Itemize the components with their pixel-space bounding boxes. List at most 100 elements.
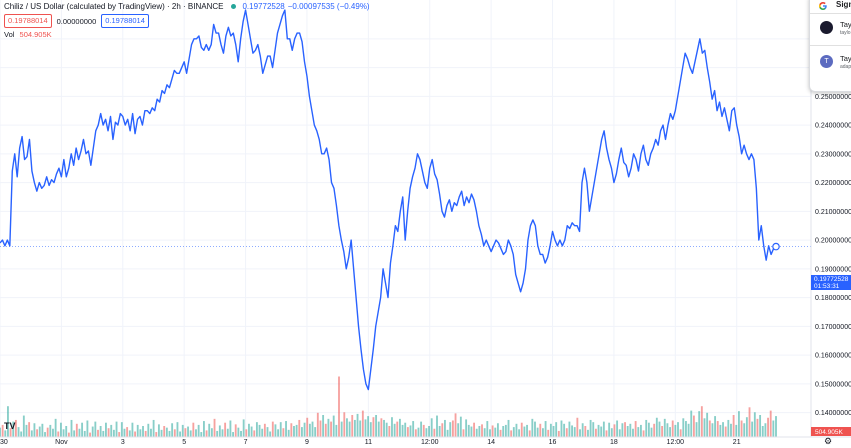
volume-bar bbox=[536, 427, 539, 437]
volume-bar bbox=[115, 421, 118, 437]
volume-bar bbox=[759, 415, 762, 437]
volume-bar bbox=[584, 426, 587, 437]
volume-bar bbox=[189, 430, 192, 437]
volume-bar bbox=[449, 422, 452, 437]
volume-bar bbox=[314, 427, 317, 437]
account-item[interactable]: T Tayl adap bbox=[810, 49, 851, 79]
volume-bar bbox=[679, 429, 682, 437]
volume-bar bbox=[91, 426, 94, 437]
volume-bar bbox=[351, 415, 354, 437]
volume-bar bbox=[740, 420, 743, 437]
volume-bar bbox=[491, 425, 494, 437]
volume-bar bbox=[86, 420, 89, 437]
volume-bar bbox=[719, 424, 722, 437]
price-tick-label: 0.23000000 bbox=[815, 151, 851, 158]
volume-bar bbox=[650, 427, 653, 437]
price-axis[interactable]: 0.270000000.260000000.250000000.24000000… bbox=[815, 36, 851, 417]
price-tick-label: 0.18000000 bbox=[815, 295, 851, 302]
volume-bar bbox=[687, 423, 690, 437]
tradingview-logo[interactable]: TV bbox=[4, 421, 16, 431]
volume-bar bbox=[489, 429, 491, 437]
volume-bar bbox=[674, 424, 677, 437]
volume-bar bbox=[398, 418, 401, 437]
bid-box[interactable]: 0.19788014 bbox=[4, 14, 52, 28]
time-tick-label: 12:00 bbox=[421, 439, 439, 446]
time-tick-label: 16 bbox=[549, 439, 557, 446]
volume-bar bbox=[512, 427, 515, 437]
volume-bar bbox=[547, 429, 550, 437]
last-price-tag: 0.19772528 01:53:31 bbox=[811, 275, 851, 290]
volume-bar bbox=[173, 429, 176, 437]
volume-bar bbox=[459, 416, 462, 437]
gear-icon[interactable]: ⚙ bbox=[824, 436, 833, 446]
volume-bar bbox=[700, 406, 703, 437]
volume-bar bbox=[327, 418, 330, 437]
volume-bar bbox=[542, 428, 544, 437]
volume-bar bbox=[692, 415, 695, 437]
time-tick-label: Nov bbox=[55, 439, 68, 446]
ask-box[interactable]: 0.19788014 bbox=[101, 14, 149, 28]
volume-bar bbox=[348, 421, 351, 437]
volume-bar bbox=[632, 428, 634, 437]
volume-bar bbox=[420, 421, 423, 437]
volume-bar bbox=[139, 429, 142, 437]
volume-bar bbox=[234, 424, 237, 437]
avatar: T bbox=[820, 55, 833, 68]
volume-bar bbox=[134, 431, 136, 437]
volume-bar bbox=[226, 428, 229, 437]
volume-bar bbox=[748, 407, 751, 437]
volume-bar bbox=[70, 419, 73, 437]
time-tick-label: 7 bbox=[244, 439, 248, 446]
popup-divider bbox=[810, 45, 851, 46]
volume-bar bbox=[642, 430, 645, 437]
header-price: 0.19772528 bbox=[242, 2, 285, 11]
volume-bar bbox=[248, 423, 250, 437]
volume-bar bbox=[404, 422, 407, 437]
volume-bar bbox=[661, 426, 664, 437]
price-tick-label: 0.14000000 bbox=[815, 410, 851, 417]
volume-bar bbox=[261, 428, 264, 437]
price-tick-label: 0.17000000 bbox=[815, 324, 851, 331]
volume-bar bbox=[483, 428, 486, 437]
price-tick-label: 0.21000000 bbox=[815, 209, 851, 216]
volume-bar bbox=[216, 430, 219, 437]
volume-bar bbox=[144, 430, 147, 437]
volume-bar bbox=[308, 423, 311, 437]
volume-bar bbox=[271, 421, 274, 437]
volume-bar bbox=[756, 418, 759, 437]
time-tick-label: 9 bbox=[305, 439, 309, 446]
google-sign-in-popup[interactable]: Sign in Taylo taylo T Tayl adap bbox=[809, 0, 851, 92]
last-price-marker[interactable] bbox=[772, 242, 780, 251]
volume-bar bbox=[99, 426, 102, 437]
volume-bar bbox=[287, 429, 290, 437]
volume-bar bbox=[49, 424, 52, 437]
volume-bar bbox=[745, 417, 748, 437]
volume-bar bbox=[295, 424, 298, 437]
volume-bar bbox=[473, 422, 476, 437]
time-tick-label: 12:00 bbox=[667, 439, 685, 446]
volume-bar bbox=[436, 415, 438, 437]
volume-bar bbox=[213, 418, 216, 437]
price-tick-label: 0.19000000 bbox=[815, 266, 851, 273]
volume-bar bbox=[118, 432, 121, 437]
volume-bar bbox=[361, 410, 364, 437]
volume-bar bbox=[751, 421, 754, 437]
volume-bar bbox=[89, 432, 91, 437]
account-email: adap bbox=[840, 64, 851, 70]
volume-bar bbox=[181, 424, 184, 437]
volume-bar bbox=[9, 428, 12, 437]
volume-bar bbox=[152, 419, 155, 437]
volume-bar bbox=[576, 417, 579, 437]
volume-bar bbox=[478, 426, 481, 437]
volume-bar bbox=[203, 421, 205, 437]
volume-bar bbox=[187, 426, 189, 437]
volume-bar bbox=[414, 429, 417, 437]
time-axis[interactable]: 30 Nov 3 5 7 9 11 12:00 14 16 18 12:00 21 bbox=[0, 439, 741, 446]
volume-bar bbox=[242, 419, 245, 437]
price-line-series bbox=[0, 9, 777, 391]
account-item[interactable]: Taylo taylo bbox=[810, 15, 851, 45]
volume-bar bbox=[46, 427, 49, 437]
symbol-title[interactable]: Chiliz / US Dollar (calculated by Tradin… bbox=[4, 2, 224, 11]
volume-bar bbox=[383, 419, 385, 437]
